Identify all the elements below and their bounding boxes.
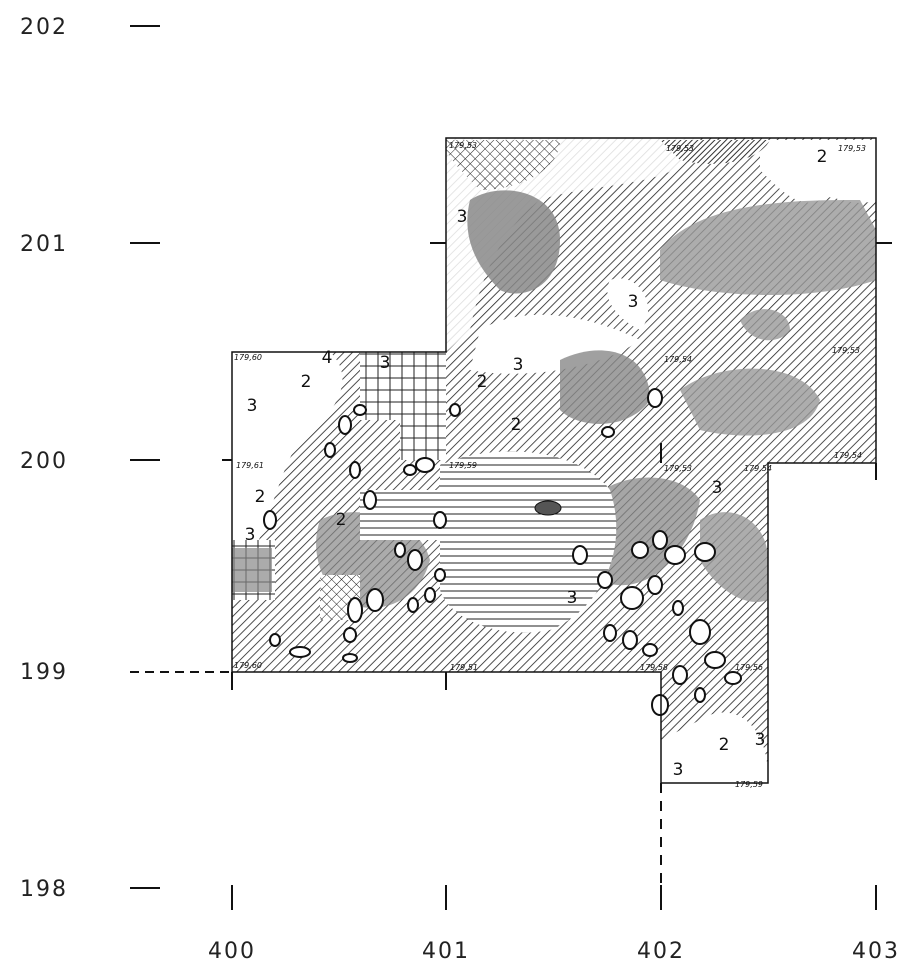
zone-label: 3 <box>245 525 256 545</box>
x-label: 400 <box>208 939 256 964</box>
stones <box>263 388 742 716</box>
elevation-label: 179,56 <box>735 663 763 672</box>
elevation-label: 179,54 <box>834 451 862 460</box>
zone-label: 2 <box>477 372 488 392</box>
elevation-label: 179,61 <box>236 461 264 470</box>
elevation-label: 179,59 <box>449 461 477 470</box>
zone-label: 3 <box>673 760 684 780</box>
elevation-label: 179,53 <box>664 464 692 473</box>
zone-label: 2 <box>511 415 522 435</box>
x-label: 401 <box>422 939 470 964</box>
zone-label: 3 <box>712 478 723 498</box>
zone-label: 2 <box>336 510 347 530</box>
zone-label: 3 <box>457 207 468 227</box>
elevation-label: 179,60 <box>234 353 262 362</box>
elevation-label: 179,58 <box>640 663 668 672</box>
y-label: 202 <box>20 15 68 40</box>
grid-markers <box>130 25 892 910</box>
y-label: 200 <box>20 449 68 474</box>
elevation-label: 179,53 <box>666 144 694 153</box>
zone-label: 4 <box>322 348 333 368</box>
elevation-label: 179,59 <box>735 780 763 789</box>
elevation-label: 179,54 <box>744 464 772 473</box>
deposits <box>232 138 876 783</box>
zone-label: 2 <box>255 487 266 507</box>
y-label: 198 <box>20 877 68 902</box>
elevation-label: 179,53 <box>449 141 477 150</box>
zone-label: 3 <box>380 353 391 373</box>
zone-label: 2 <box>817 147 828 167</box>
x-label: 402 <box>637 939 685 964</box>
elevation-label: 179,53 <box>832 346 860 355</box>
zone-label: 2 <box>301 372 312 392</box>
zone-label: 2 <box>719 735 730 755</box>
zone-label: 3 <box>513 355 524 375</box>
x-label: 403 <box>852 939 899 964</box>
y-label: 201 <box>20 232 68 257</box>
elevation-label: 179,51 <box>450 663 478 672</box>
zone-label: 3 <box>755 730 766 750</box>
elevation-label: 179,54 <box>664 355 692 364</box>
y-label: 199 <box>20 660 68 685</box>
zone-label: 3 <box>567 588 578 608</box>
elevation-label: 179,60 <box>234 661 262 670</box>
zone-label: 3 <box>628 292 639 312</box>
zone-label: 3 <box>247 396 258 416</box>
elevation-label: 179,53 <box>838 144 866 153</box>
